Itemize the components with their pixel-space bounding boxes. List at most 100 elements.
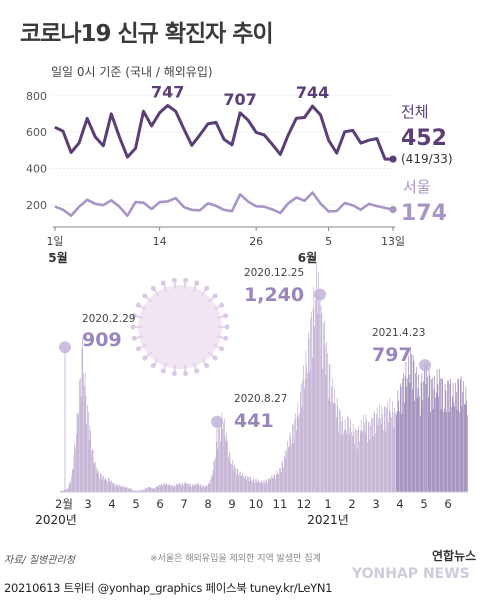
daily-bar bbox=[457, 378, 459, 492]
daily-bar bbox=[86, 423, 87, 492]
daily-bar bbox=[400, 386, 402, 492]
daily-bar bbox=[133, 490, 135, 492]
month-tick-label: 9 bbox=[228, 497, 235, 511]
daily-bar bbox=[152, 488, 154, 492]
daily-bar bbox=[308, 338, 310, 492]
data-point bbox=[247, 200, 249, 203]
data-point bbox=[183, 128, 185, 130]
daily-bar bbox=[433, 388, 435, 492]
month-tick-label: 2 bbox=[348, 497, 355, 511]
virus-illustration bbox=[130, 277, 230, 377]
daily-bar bbox=[63, 490, 64, 492]
daily-bar bbox=[196, 484, 197, 492]
daily-bar bbox=[95, 461, 96, 492]
daily-bar bbox=[68, 488, 69, 492]
virus-spike-tip bbox=[223, 313, 229, 319]
daily-bar bbox=[378, 417, 379, 492]
daily-bar bbox=[458, 379, 459, 492]
daily-bar bbox=[324, 320, 325, 492]
daily-bar bbox=[233, 470, 235, 492]
daily-bar bbox=[302, 380, 303, 492]
data-point bbox=[279, 153, 281, 155]
daily-bar bbox=[330, 401, 331, 492]
daily-bar bbox=[338, 431, 339, 492]
daily-bar bbox=[152, 488, 153, 492]
virus-spike-tip bbox=[150, 363, 156, 369]
callout-date: 2020.2.29 bbox=[82, 313, 135, 325]
daily-bar bbox=[379, 404, 380, 492]
daily-bar bbox=[96, 473, 98, 492]
daily-bar bbox=[201, 487, 203, 492]
daily-bar bbox=[284, 455, 285, 492]
daily-bar bbox=[277, 473, 279, 492]
daily-bar bbox=[392, 401, 393, 492]
daily-bar bbox=[106, 479, 107, 492]
daily-bar bbox=[238, 476, 239, 492]
daily-bar bbox=[371, 417, 372, 492]
daily-bar bbox=[333, 403, 335, 492]
daily-bar bbox=[383, 430, 384, 492]
month-label: 5월 bbox=[48, 250, 67, 265]
daily-bar bbox=[242, 472, 243, 492]
daily-bar bbox=[157, 486, 159, 492]
daily-bar bbox=[331, 386, 332, 492]
daily-bar bbox=[343, 433, 344, 492]
daily-bar bbox=[114, 484, 115, 492]
daily-bar bbox=[392, 412, 394, 492]
daily-bar bbox=[260, 480, 262, 492]
daily-bar bbox=[160, 483, 162, 492]
daily-bar bbox=[265, 479, 267, 492]
data-point bbox=[78, 142, 80, 144]
daily-bar bbox=[160, 486, 161, 492]
daily-bar bbox=[98, 471, 99, 492]
daily-bar bbox=[388, 422, 389, 492]
daily-bar bbox=[204, 487, 206, 492]
daily-bar bbox=[237, 469, 239, 492]
daily-bar bbox=[141, 490, 143, 492]
virus-spike-tip bbox=[150, 285, 156, 291]
daily-bar bbox=[450, 378, 451, 492]
data-point bbox=[384, 207, 386, 209]
data-point bbox=[86, 117, 88, 120]
daily-bar bbox=[228, 452, 230, 492]
data-point bbox=[295, 117, 298, 119]
x-tick-label: 13일 bbox=[381, 234, 405, 248]
daily-bar bbox=[423, 381, 424, 492]
daily-bar bbox=[243, 476, 244, 492]
daily-bar bbox=[232, 465, 234, 492]
daily-bar bbox=[188, 485, 190, 492]
footer-credits: 20210613 트위터 @yonhap_graphics 페이스북 tuney… bbox=[4, 581, 333, 595]
daily-bar bbox=[353, 431, 355, 492]
daily-bar bbox=[437, 384, 439, 492]
daily-bar bbox=[135, 490, 136, 492]
virus-spike-tip bbox=[171, 371, 177, 377]
daily-bar bbox=[440, 378, 441, 492]
daily-bar bbox=[231, 464, 232, 492]
daily-bar bbox=[304, 378, 306, 492]
daily-bar bbox=[82, 337, 83, 492]
daily-bar bbox=[370, 425, 371, 492]
data-point bbox=[368, 203, 370, 205]
daily-bar bbox=[260, 482, 261, 492]
daily-bar bbox=[92, 449, 94, 492]
data-point bbox=[336, 152, 338, 154]
daily-bar bbox=[310, 318, 311, 492]
data-point bbox=[175, 110, 177, 112]
daily-bar bbox=[282, 460, 283, 492]
data-point bbox=[271, 208, 273, 210]
x-tick-label: 1일 bbox=[46, 234, 63, 248]
daily-bar bbox=[301, 407, 303, 492]
daily-bar bbox=[425, 384, 427, 492]
daily-bar bbox=[418, 374, 419, 492]
daily-bar bbox=[436, 369, 438, 492]
daily-bar bbox=[325, 374, 327, 492]
daily-bar bbox=[155, 487, 156, 492]
data-point bbox=[255, 205, 257, 207]
month-tick-label: 11 bbox=[273, 497, 288, 511]
virus-spike-tip bbox=[160, 280, 166, 286]
daily-bar bbox=[447, 380, 448, 492]
daily-bar bbox=[403, 373, 404, 492]
data-point bbox=[54, 126, 56, 128]
daily-bar bbox=[268, 477, 270, 492]
